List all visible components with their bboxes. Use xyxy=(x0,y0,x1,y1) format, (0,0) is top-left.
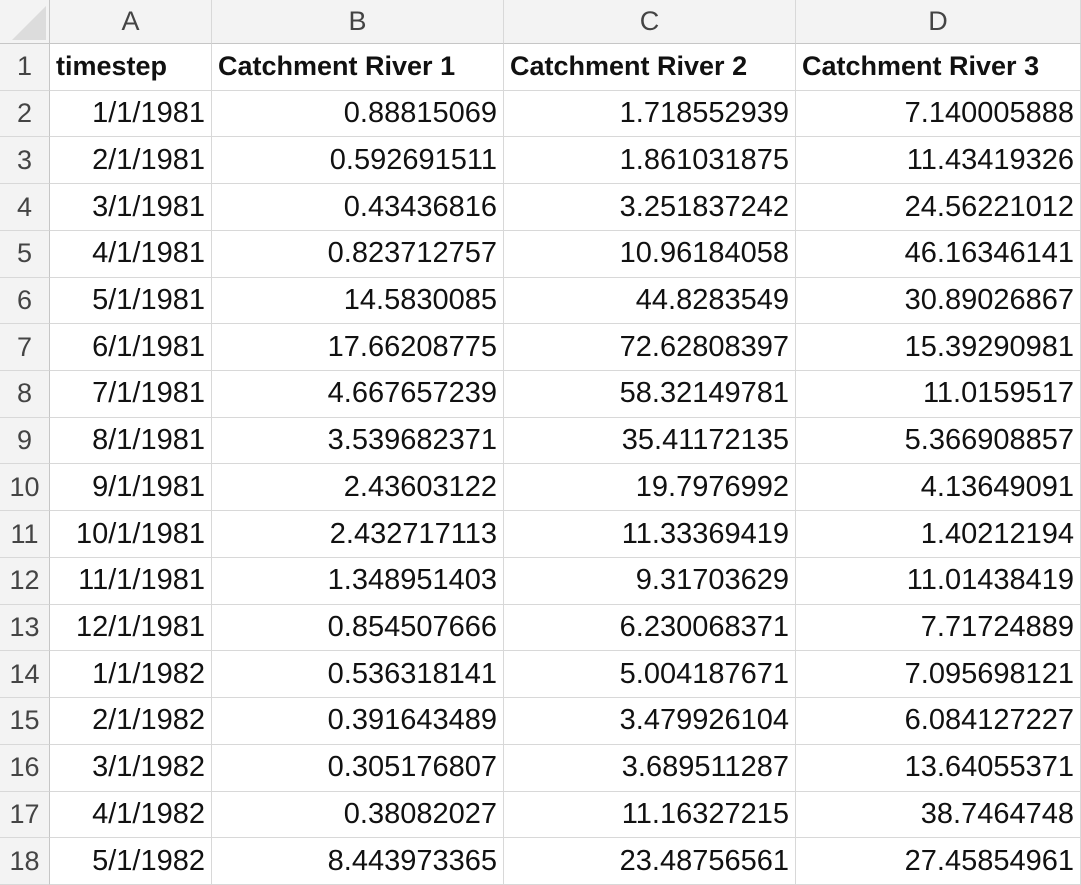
row-header-18[interactable]: 18 xyxy=(0,838,50,885)
cell-a9[interactable]: 8/1/1981 xyxy=(50,417,212,465)
cell-a10[interactable]: 9/1/1981 xyxy=(50,464,212,512)
cell-c14[interactable]: 5.004187671 xyxy=(504,651,796,699)
cell-a14[interactable]: 1/1/1982 xyxy=(50,651,212,699)
cell-c11[interactable]: 11.33369419 xyxy=(504,511,796,558)
cell-b8[interactable]: 4.667657239 xyxy=(212,371,504,418)
cell-d13[interactable]: 7.71724889 xyxy=(796,604,1081,652)
cell-d4[interactable]: 24.56221012 xyxy=(796,184,1081,231)
cell-d16[interactable]: 13.64055371 xyxy=(796,744,1081,792)
row-header-10[interactable]: 10 xyxy=(0,464,50,512)
cell-a4[interactable]: 3/1/1981 xyxy=(50,184,212,231)
cell-c2[interactable]: 1.718552939 xyxy=(504,90,796,138)
cell-b10[interactable]: 2.43603122 xyxy=(212,464,504,512)
cell-c17[interactable]: 11.16327215 xyxy=(504,791,796,839)
cell-c5[interactable]: 10.96184058 xyxy=(504,230,796,278)
cell-b14[interactable]: 0.536318141 xyxy=(212,651,504,699)
cell-d6[interactable]: 30.89026867 xyxy=(796,277,1081,325)
cell-b4[interactable]: 0.43436816 xyxy=(212,184,504,231)
cell-a7[interactable]: 6/1/1981 xyxy=(50,324,212,372)
cell-b17[interactable]: 0.38082027 xyxy=(212,791,504,839)
cell-c8[interactable]: 58.32149781 xyxy=(504,371,796,418)
column-header-a[interactable]: A xyxy=(50,0,212,44)
cell-d8[interactable]: 11.0159517 xyxy=(796,371,1081,418)
select-all-triangle-icon xyxy=(12,6,46,40)
row-header-17[interactable]: 17 xyxy=(0,791,50,839)
cell-c1[interactable]: Catchment River 2 xyxy=(504,44,796,91)
row-header-14[interactable]: 14 xyxy=(0,651,50,699)
cell-c7[interactable]: 72.62808397 xyxy=(504,324,796,372)
cell-b7[interactable]: 17.66208775 xyxy=(212,324,504,372)
cell-d18[interactable]: 27.45854961 xyxy=(796,838,1081,885)
cell-a2[interactable]: 1/1/1981 xyxy=(50,90,212,138)
cell-a5[interactable]: 4/1/1981 xyxy=(50,230,212,278)
row-header-3[interactable]: 3 xyxy=(0,137,50,185)
cell-c13[interactable]: 6.230068371 xyxy=(504,604,796,652)
cell-a12[interactable]: 11/1/1981 xyxy=(50,557,212,605)
cell-d11[interactable]: 1.40212194 xyxy=(796,511,1081,558)
cell-c6[interactable]: 44.8283549 xyxy=(504,277,796,325)
cell-d1[interactable]: Catchment River 3 xyxy=(796,44,1081,91)
cell-a16[interactable]: 3/1/1982 xyxy=(50,744,212,792)
cell-b1[interactable]: Catchment River 1 xyxy=(212,44,504,91)
cell-a17[interactable]: 4/1/1982 xyxy=(50,791,212,839)
row-header-12[interactable]: 12 xyxy=(0,557,50,605)
cell-b11[interactable]: 2.432717113 xyxy=(212,511,504,558)
column-header-b[interactable]: B xyxy=(212,0,504,44)
cell-d5[interactable]: 46.16346141 xyxy=(796,230,1081,278)
cell-b16[interactable]: 0.305176807 xyxy=(212,744,504,792)
row-header-11[interactable]: 11 xyxy=(0,511,50,558)
column-header-c[interactable]: C xyxy=(504,0,796,44)
cell-b15[interactable]: 0.391643489 xyxy=(212,698,504,745)
cell-c10[interactable]: 19.7976992 xyxy=(504,464,796,512)
cell-d15[interactable]: 6.084127227 xyxy=(796,698,1081,745)
cell-d7[interactable]: 15.39290981 xyxy=(796,324,1081,372)
cell-a8[interactable]: 7/1/1981 xyxy=(50,371,212,418)
cell-d14[interactable]: 7.095698121 xyxy=(796,651,1081,699)
cell-b6[interactable]: 14.5830085 xyxy=(212,277,504,325)
cell-b12[interactable]: 1.348951403 xyxy=(212,557,504,605)
select-all-button[interactable] xyxy=(0,0,50,44)
row-header-4[interactable]: 4 xyxy=(0,184,50,231)
row-header-8[interactable]: 8 xyxy=(0,371,50,418)
cell-a6[interactable]: 5/1/1981 xyxy=(50,277,212,325)
row-header-5[interactable]: 5 xyxy=(0,230,50,278)
cell-d9[interactable]: 5.366908857 xyxy=(796,417,1081,465)
cell-d3[interactable]: 11.43419326 xyxy=(796,137,1081,185)
row-header-16[interactable]: 16 xyxy=(0,744,50,792)
cell-c15[interactable]: 3.479926104 xyxy=(504,698,796,745)
cell-c12[interactable]: 9.31703629 xyxy=(504,557,796,605)
cell-d10[interactable]: 4.13649091 xyxy=(796,464,1081,512)
cell-a3[interactable]: 2/1/1981 xyxy=(50,137,212,185)
cell-c16[interactable]: 3.689511287 xyxy=(504,744,796,792)
row-header-2[interactable]: 2 xyxy=(0,90,50,138)
row-header-15[interactable]: 15 xyxy=(0,698,50,745)
cell-c3[interactable]: 1.861031875 xyxy=(504,137,796,185)
cell-c18[interactable]: 23.48756561 xyxy=(504,838,796,885)
cell-c9[interactable]: 35.41172135 xyxy=(504,417,796,465)
row-header-13[interactable]: 13 xyxy=(0,604,50,652)
row-header-1[interactable]: 1 xyxy=(0,44,50,91)
row-header-9[interactable]: 9 xyxy=(0,417,50,465)
cell-b13[interactable]: 0.854507666 xyxy=(212,604,504,652)
cell-d17[interactable]: 38.7464748 xyxy=(796,791,1081,839)
cell-b18[interactable]: 8.443973365 xyxy=(212,838,504,885)
cell-d12[interactable]: 11.01438419 xyxy=(796,557,1081,605)
cell-a13[interactable]: 12/1/1981 xyxy=(50,604,212,652)
row-header-7[interactable]: 7 xyxy=(0,324,50,372)
cell-c4[interactable]: 3.251837242 xyxy=(504,184,796,231)
cell-b3[interactable]: 0.592691511 xyxy=(212,137,504,185)
cell-a1[interactable]: timestep xyxy=(50,44,212,91)
cell-b5[interactable]: 0.823712757 xyxy=(212,230,504,278)
cell-a15[interactable]: 2/1/1982 xyxy=(50,698,212,745)
cell-a18[interactable]: 5/1/1982 xyxy=(50,838,212,885)
cell-a11[interactable]: 10/1/1981 xyxy=(50,511,212,558)
column-header-d[interactable]: D xyxy=(796,0,1081,44)
row-header-6[interactable]: 6 xyxy=(0,277,50,325)
cell-b9[interactable]: 3.539682371 xyxy=(212,417,504,465)
cell-d2[interactable]: 7.140005888 xyxy=(796,90,1081,138)
cell-b2[interactable]: 0.88815069 xyxy=(212,90,504,138)
